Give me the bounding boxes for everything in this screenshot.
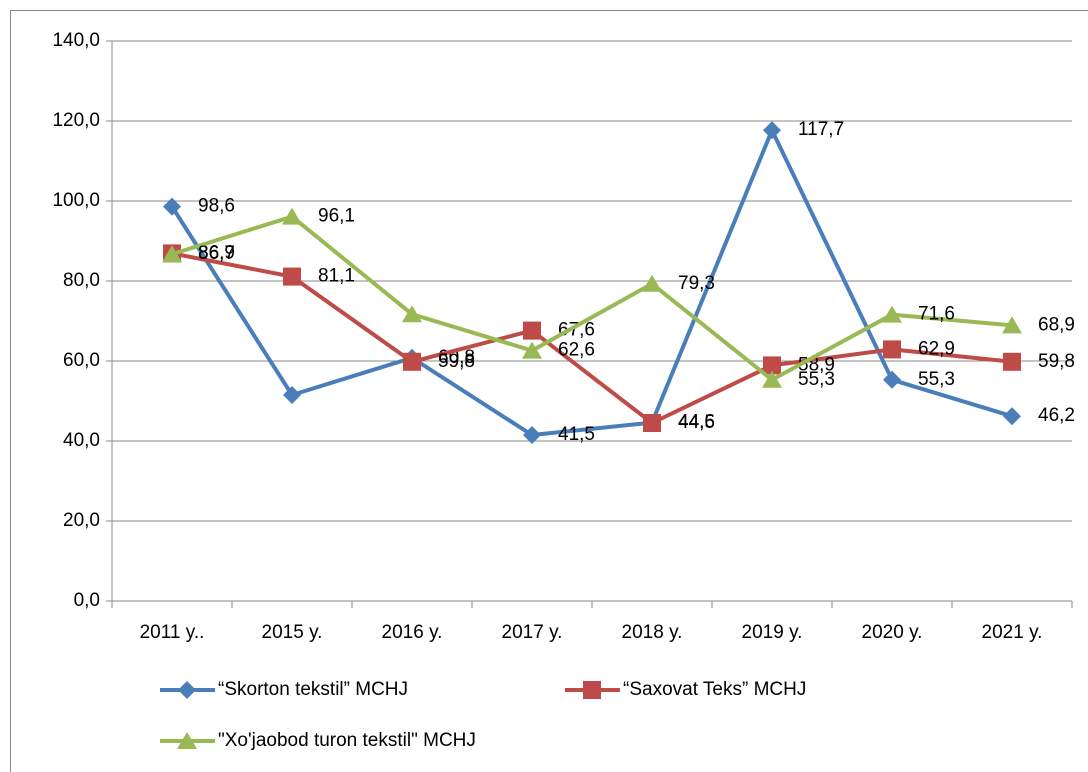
data-point <box>643 414 661 432</box>
chart-border <box>10 10 1088 772</box>
legend-marker <box>583 681 601 699</box>
data-point <box>283 267 301 286</box>
y-tick-label: 80,0 <box>63 270 100 291</box>
data-label: 117,7 <box>798 119 844 140</box>
x-tick-label: 2021 y. <box>982 622 1043 643</box>
y-tick-label: 60,0 <box>63 350 100 371</box>
data-point <box>1003 352 1021 371</box>
x-tick-label: 2018 y. <box>622 622 683 643</box>
data-point <box>163 197 181 216</box>
y-tick-label: 40,0 <box>63 430 100 451</box>
data-point <box>642 274 662 292</box>
data-label: 81,1 <box>318 266 355 287</box>
y-tick-label: 140,0 <box>52 30 100 51</box>
data-point <box>282 207 302 225</box>
data-label: 86,9 <box>198 242 235 263</box>
legend-marker <box>178 681 196 699</box>
data-label: 86,7 <box>198 243 235 264</box>
x-tick-label: 2015 y. <box>262 622 323 643</box>
legend-label: “Skorton tekstil” MCHJ <box>218 679 408 700</box>
y-tick-label: 20,0 <box>63 510 100 531</box>
data-label: 59,8 <box>1038 351 1075 372</box>
data-point <box>402 305 422 323</box>
data-label: 41,5 <box>558 424 595 445</box>
data-point <box>882 305 902 323</box>
legend-marker <box>177 732 197 749</box>
data-label: 55,3 <box>798 369 835 390</box>
data-point <box>763 356 781 375</box>
data-label: 79,3 <box>678 273 715 294</box>
data-label: 59,8 <box>438 351 475 372</box>
series-line <box>171 251 1013 425</box>
data-point <box>283 386 301 404</box>
data-label: 46,2 <box>1038 405 1075 426</box>
data-point <box>522 341 542 359</box>
data-point <box>523 426 541 444</box>
data-label: 62,9 <box>918 338 955 359</box>
legend-label: "Xo'jaobod turon tekstil" MCHJ <box>218 730 476 751</box>
data-point <box>883 340 901 359</box>
data-point <box>403 352 421 371</box>
x-tick-label: 2017 y. <box>502 622 563 643</box>
data-label: 96,1 <box>318 206 355 227</box>
y-tick-label: 0,0 <box>74 590 100 611</box>
data-label: 44,6 <box>678 412 715 433</box>
y-tick-label: 100,0 <box>52 190 100 211</box>
series-line <box>171 214 1013 382</box>
x-tick-label: 2011 y.. <box>140 622 205 643</box>
data-point <box>1003 407 1021 426</box>
data-label: 55,3 <box>918 369 955 390</box>
y-tick-label: 120,0 <box>52 110 100 131</box>
data-label: 71,6 <box>918 304 955 325</box>
data-point <box>763 121 781 140</box>
data-point <box>162 245 182 263</box>
x-tick-label: 2020 y. <box>862 622 923 643</box>
data-label: 68,9 <box>1038 314 1075 335</box>
data-label: 62,6 <box>558 340 595 361</box>
data-label: 98,6 <box>198 196 235 217</box>
legend-label: “Saxovat Teks” MCHJ <box>623 679 806 700</box>
x-tick-label: 2019 y. <box>742 622 803 643</box>
data-point <box>1002 316 1022 334</box>
series-line <box>170 128 1013 437</box>
data-label: 44,5 <box>678 412 715 433</box>
data-label: 67,6 <box>558 320 595 341</box>
data-point <box>523 321 541 340</box>
x-tick-label: 2016 y. <box>382 622 443 643</box>
data-point <box>762 370 782 388</box>
data-point <box>883 370 901 389</box>
